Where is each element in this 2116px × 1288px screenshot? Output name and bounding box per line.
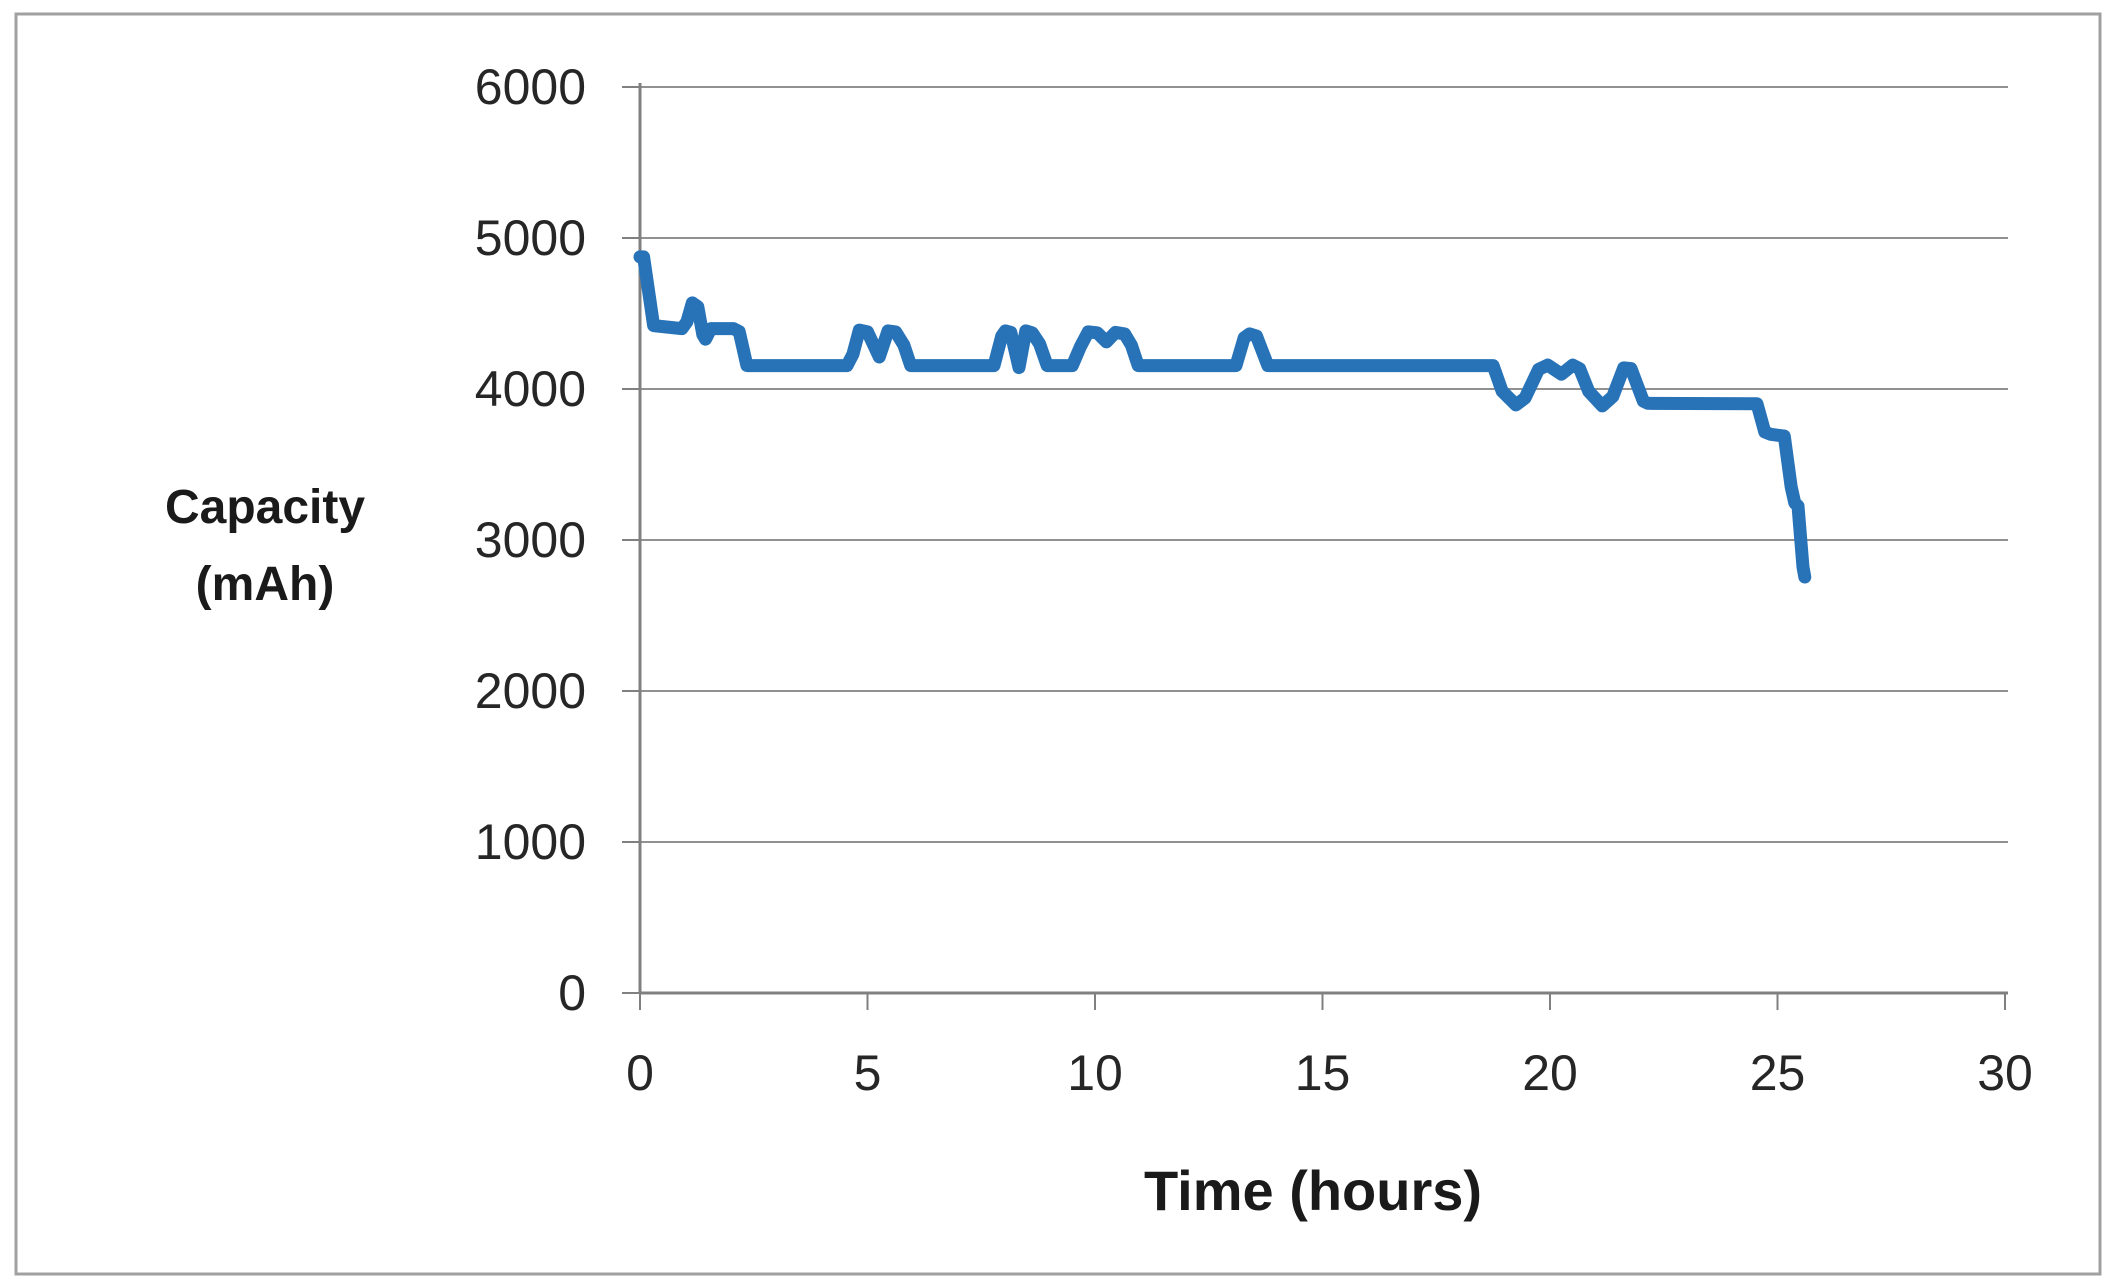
x-tick-label-15: 15 [1295, 1045, 1351, 1101]
y-tick-label-6000: 6000 [475, 59, 586, 115]
axis-ticks [622, 86, 2006, 1010]
y-tick-label-1000: 1000 [475, 814, 586, 870]
x-axis-title: Time (hours) [1144, 1159, 1482, 1222]
data-series [633, 250, 1812, 584]
y-axis-title-line1: Capacity [165, 481, 365, 534]
y-tick-label-0: 0 [558, 965, 586, 1021]
y-axis-title-line2: (mAh) [196, 558, 335, 611]
tick-labels: 0 1000 2000 3000 4000 5000 6000 0 5 10 15 20 25 30 [475, 59, 2033, 1101]
y-tick-label-5000: 5000 [475, 210, 586, 266]
y-tick-label-4000: 4000 [475, 361, 586, 417]
y-tick-label-3000: 3000 [475, 512, 586, 568]
chart-border [14, 12, 2102, 1276]
gridlines [640, 86, 2008, 843]
x-tick-label-20: 20 [1522, 1045, 1578, 1101]
x-tick-label-30: 30 [1977, 1045, 2033, 1101]
capacity-line-series-0 [633, 250, 1812, 584]
y-tick-label-2000: 2000 [475, 663, 586, 719]
x-tick-label-10: 10 [1067, 1045, 1123, 1101]
x-tick-label-0: 0 [626, 1045, 654, 1101]
x-tick-label-25: 25 [1750, 1045, 1806, 1101]
x-tick-label-5: 5 [854, 1045, 882, 1101]
